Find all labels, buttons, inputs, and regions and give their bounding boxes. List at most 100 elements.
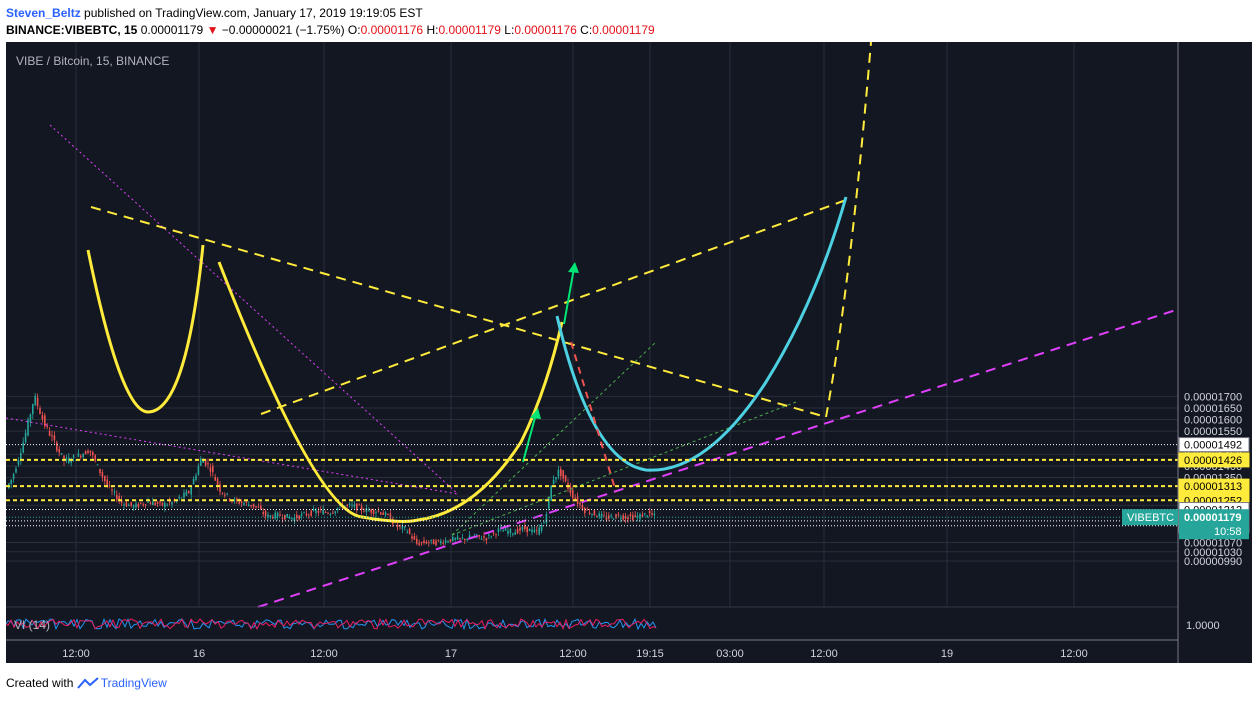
candle-body [646, 515, 648, 517]
candle-body [485, 538, 488, 541]
publish-line: Steven_Beltz published on TradingView.co… [6, 6, 423, 20]
candle-body [598, 513, 600, 517]
price-chart[interactable]: VIBE / Bitcoin, 15, BINANCE VI (14) 0.00… [5, 41, 1252, 663]
candle-body [406, 531, 408, 533]
candle-body [178, 497, 180, 499]
candle-body [92, 452, 94, 456]
candle-body [574, 497, 576, 501]
candle-body [99, 468, 101, 474]
candle-body [423, 540, 425, 543]
candle-body [84, 451, 87, 455]
candle-body [636, 515, 639, 518]
price-axis-label: 0.00000990 [1184, 556, 1242, 568]
candle-body [34, 395, 36, 405]
candle-body [29, 414, 32, 423]
candle-body [106, 479, 108, 486]
candle-body [483, 536, 485, 538]
candle-body [144, 504, 147, 506]
candle-body [132, 505, 135, 508]
candle-body [365, 508, 368, 513]
tradingview-link[interactable]: TradingView [100, 676, 167, 690]
candle-body [360, 506, 363, 511]
candle-body [593, 510, 596, 516]
candle-body [562, 470, 564, 479]
cyan-cup-projection [555, 196, 848, 472]
candle-body [440, 540, 442, 544]
time-axis-label: 12:00 [810, 648, 838, 660]
candle-body [540, 525, 543, 531]
candle-body [200, 458, 202, 466]
candle-body [327, 512, 329, 514]
candle-body [444, 540, 447, 543]
created-with-text: Created with [6, 676, 74, 690]
indicator-label: VI (14) [14, 618, 50, 632]
candle-body [46, 425, 48, 427]
candle-body [363, 511, 365, 513]
candle-body [372, 509, 375, 514]
candle-body [418, 543, 420, 546]
candle-body [615, 514, 617, 519]
magenta-support-trendline [257, 309, 1177, 608]
candle-body [576, 496, 579, 505]
candle-body [543, 522, 545, 524]
candle-body [504, 528, 507, 531]
price-tags: 0.000014920.000014260.000013130.00001252… [6, 437, 1250, 540]
candle-body [267, 514, 269, 518]
time-axis-labels[interactable]: 12:00 16 12:00 17 12:00 19:15 03:00 12:00 19 12:0… [62, 648, 1088, 660]
candle-body [579, 502, 581, 505]
candle-body [452, 536, 454, 541]
candle-body [581, 504, 584, 510]
candle-body [334, 511, 336, 514]
candle-body [272, 516, 274, 519]
candle-body [80, 455, 82, 458]
countdown-label: 10:58 [1214, 526, 1242, 538]
candle-body [161, 502, 164, 506]
candle-body [288, 517, 291, 519]
green-arrow-icon [530, 408, 541, 419]
candle-body [370, 509, 372, 513]
candle-body [545, 514, 548, 523]
candle-body [648, 510, 651, 514]
time-axis-label: 12:00 [559, 648, 587, 660]
symbol-tag-label: VIBEBTC [1127, 512, 1174, 524]
candle-body [166, 504, 168, 506]
candle-body [140, 502, 142, 504]
candle-body [377, 510, 380, 512]
candle-body [586, 509, 588, 511]
candle-body [600, 513, 603, 518]
candle-body [653, 513, 656, 515]
candle-body [188, 491, 190, 493]
candle-body [111, 489, 113, 491]
candle-body [279, 514, 281, 516]
candle-body [183, 492, 185, 498]
candle-body [502, 530, 504, 532]
chart-container[interactable]: VIBE / Bitcoin, 15, BINANCE VI (14) 0.00… [5, 41, 1252, 663]
price-tag-label: 0.00001426 [1184, 455, 1242, 467]
indicator-value: 1.0000 [1186, 620, 1220, 632]
candle-body [41, 415, 44, 420]
candle-body [404, 526, 406, 528]
candle-body [190, 487, 192, 495]
price-axis[interactable] [1178, 42, 1252, 663]
candle-body [15, 468, 17, 473]
candle-body [368, 510, 370, 512]
horizontal-levels [6, 444, 1178, 527]
candle-body [48, 431, 51, 436]
candle-body [322, 510, 324, 515]
open-label: O: [347, 23, 361, 37]
green-arrow-icon [568, 262, 579, 273]
candle-body [257, 506, 260, 508]
candle-body [536, 530, 538, 532]
author-name[interactable]: Steven_Beltz [6, 6, 81, 20]
candle-body [533, 529, 536, 533]
candle-body [591, 513, 593, 515]
price-change: −0.00000021 (−1.75%) [221, 23, 345, 37]
candle-body [226, 493, 228, 495]
candle-body [82, 454, 84, 458]
candle-body [375, 512, 377, 514]
candle-body [118, 496, 120, 501]
candle-body [44, 415, 46, 427]
candle-body [68, 457, 70, 464]
time-axis-label: 12:00 [1060, 648, 1088, 660]
candle-body [108, 485, 111, 487]
